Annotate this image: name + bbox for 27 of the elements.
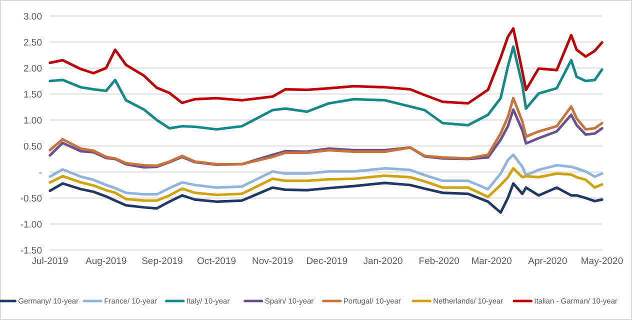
line-series bbox=[48, 182, 604, 214]
line-series bbox=[48, 27, 604, 105]
y-tick-label: 3.00 bbox=[24, 11, 42, 22]
y-tick-label: - bbox=[38, 167, 42, 178]
x-tick-label: Oct-2019 bbox=[196, 256, 236, 267]
x-tick-label: Feb-2020 bbox=[418, 256, 460, 267]
x-tick-label: Nov-2019 bbox=[252, 256, 294, 267]
line-series bbox=[48, 167, 604, 202]
x-tick-label: Mar-2020 bbox=[471, 256, 512, 267]
x-tick-label: Apr-2020 bbox=[528, 256, 568, 267]
x-tick-label: Jan-2020 bbox=[363, 256, 403, 267]
y-tick-label: 2.00 bbox=[24, 63, 42, 74]
y-tick-label: -1.00 bbox=[20, 219, 42, 230]
y-tick-label: 1.00 bbox=[24, 115, 42, 126]
y-tick-label: 1.50 bbox=[24, 89, 42, 100]
y-tick-label: 2.50 bbox=[24, 37, 42, 48]
x-tick-label: Sep-2019 bbox=[142, 256, 183, 267]
x-tick-label: Jul-2019 bbox=[32, 256, 68, 267]
line-series bbox=[48, 154, 604, 196]
y-tick-label: -0.50 bbox=[20, 193, 42, 204]
y-tick-label: -1.50 bbox=[20, 245, 42, 256]
line-series bbox=[48, 45, 604, 131]
x-tick-label: Dec-2019 bbox=[306, 256, 348, 267]
x-tick-label: Aug-2019 bbox=[86, 256, 127, 267]
x-tick-label: May-2020 bbox=[580, 256, 624, 267]
y-tick-label: 0.50 bbox=[24, 141, 42, 152]
line-series bbox=[48, 96, 604, 168]
